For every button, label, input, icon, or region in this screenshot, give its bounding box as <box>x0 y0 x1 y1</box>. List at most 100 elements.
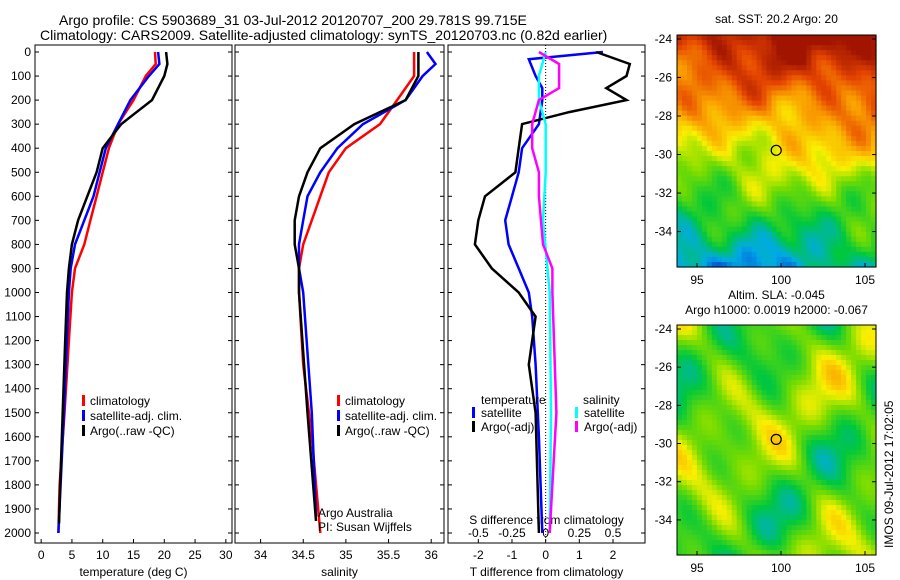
map-cell <box>851 221 857 228</box>
map-cell <box>706 105 713 112</box>
y-tick-label: 400 <box>11 141 31 155</box>
map-cell <box>736 460 743 466</box>
map-cell <box>826 201 832 208</box>
map-cell <box>716 480 723 486</box>
map-cell <box>801 440 807 446</box>
map-cell <box>796 251 802 258</box>
map-cell <box>746 530 753 536</box>
map-cell <box>686 360 693 366</box>
map-cell <box>801 390 807 396</box>
map-cell <box>751 475 758 481</box>
map-cell <box>706 95 713 102</box>
map-cell <box>726 181 733 187</box>
map-cell <box>851 395 857 401</box>
map-cell <box>756 420 763 426</box>
map-cell <box>766 345 773 351</box>
map-cell <box>811 60 817 66</box>
map-cell <box>856 181 862 187</box>
map-cell <box>856 196 862 203</box>
map-cell <box>721 390 728 396</box>
map-cell <box>781 495 788 501</box>
map-cell <box>791 480 797 486</box>
map-cell <box>796 350 802 356</box>
map-cell <box>696 166 703 172</box>
map-cell <box>841 120 847 127</box>
map-cell <box>751 490 758 496</box>
map-cell <box>846 171 852 177</box>
map-cell <box>791 540 797 546</box>
map-cell <box>741 105 748 112</box>
map-cell <box>801 45 807 51</box>
map-cell <box>781 251 788 258</box>
map-cell <box>686 430 693 436</box>
map-cell <box>756 395 763 401</box>
map-cell <box>816 85 822 92</box>
map-cell <box>836 211 842 218</box>
map-cell <box>841 55 847 61</box>
map-cell <box>721 45 728 51</box>
map-cell <box>746 345 753 351</box>
map-cell <box>871 145 877 152</box>
map-cell <box>781 100 788 107</box>
map-cell <box>796 525 802 531</box>
map-cell <box>776 221 783 228</box>
map-cell <box>716 191 723 197</box>
map-cell <box>696 181 703 187</box>
map-cell <box>756 80 763 87</box>
map-cell <box>801 110 807 117</box>
map-cell <box>751 440 758 446</box>
map-cell <box>851 400 857 406</box>
map-cell <box>677 161 683 167</box>
map-cell <box>736 115 743 122</box>
map-cell <box>811 395 817 401</box>
map-cell <box>706 380 713 386</box>
map-cell <box>691 400 698 406</box>
map-cell <box>791 90 797 97</box>
map-cell <box>686 455 693 461</box>
map-cell <box>706 206 713 213</box>
map-cell <box>786 340 793 346</box>
map-cell <box>816 485 822 491</box>
map-cell <box>721 545 728 551</box>
map-cell <box>681 355 688 361</box>
map-cell <box>796 181 802 187</box>
map-cell <box>686 510 693 516</box>
map-cell <box>826 95 832 102</box>
map-cell <box>781 465 788 471</box>
map-cell <box>856 540 862 546</box>
map-cell <box>811 425 817 431</box>
map-cell <box>677 335 683 341</box>
map-cell <box>726 261 733 268</box>
map-cell <box>786 115 793 122</box>
map-cell <box>791 70 797 76</box>
map-cell <box>691 161 698 167</box>
map-cell <box>741 330 748 336</box>
map-cell <box>731 475 738 481</box>
map-cell <box>771 151 778 157</box>
map-cell <box>701 495 708 501</box>
map-cell <box>806 470 812 476</box>
map-cell <box>861 415 867 421</box>
map-cell <box>846 161 852 167</box>
map-cell <box>841 166 847 172</box>
map-cell <box>791 365 797 371</box>
map-cell <box>736 251 743 258</box>
map-cell <box>801 261 807 268</box>
map-cell <box>726 435 733 441</box>
map-cell <box>826 455 832 461</box>
map-cell <box>816 480 822 486</box>
map-cell <box>816 105 822 112</box>
map-cell <box>731 130 738 137</box>
map-cell <box>816 45 822 51</box>
map-cell <box>821 40 827 46</box>
map-cell <box>781 410 788 416</box>
map-cell <box>756 226 763 233</box>
map-cell <box>816 100 822 107</box>
map-cell <box>677 256 683 263</box>
map-cell <box>781 485 788 491</box>
map-cell <box>871 490 877 496</box>
map-cell <box>821 125 827 132</box>
map-cell <box>741 145 748 152</box>
map-cell <box>716 196 723 203</box>
map-cell <box>701 45 708 51</box>
